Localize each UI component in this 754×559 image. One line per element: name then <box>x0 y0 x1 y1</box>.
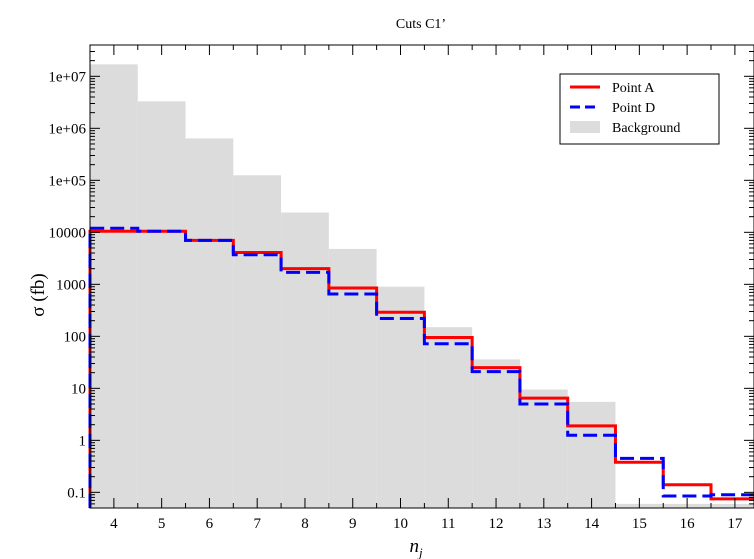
x-axis-label-main: n <box>409 536 419 557</box>
y-axis-label: σ (fb) <box>28 273 49 316</box>
x-tick-label: 17 <box>727 516 743 532</box>
legend: Point A Point D Background <box>559 73 720 145</box>
x-tick-label: 7 <box>253 516 261 532</box>
background-bar-4 <box>281 212 329 509</box>
x-tick-label: 9 <box>349 516 357 532</box>
legend-label-point-d: Point D <box>612 101 655 116</box>
axis-ticks <box>89 44 754 509</box>
y-tick-label: 10000 <box>49 225 87 241</box>
background-bar-7 <box>424 327 473 508</box>
y-tick-label: 1e+06 <box>48 121 86 137</box>
x-tick-label: 5 <box>158 516 166 532</box>
y-tick-label: 1 <box>79 433 87 449</box>
x-tick-label: 14 <box>584 516 600 532</box>
background-bar-0 <box>90 64 138 509</box>
x-tick-label: 10 <box>393 516 408 532</box>
tick-labels: 4 5 6 7 8 9 10 11 12 13 14 15 16 17 0.1 1 10 100 1000 10000… <box>48 69 743 532</box>
chart-title: Cuts C1’ <box>396 17 446 32</box>
x-tick-label: 16 <box>680 516 696 532</box>
background-bars <box>90 64 754 509</box>
background-bar-1 <box>137 101 186 508</box>
series-line-point-d <box>88 226 754 508</box>
x-axis-label-sub: j <box>417 545 423 559</box>
x-tick-label: 8 <box>301 516 309 532</box>
y-tick-label: 1e+05 <box>48 173 86 189</box>
background-bar-8 <box>472 359 520 508</box>
x-tick-label: 13 <box>536 516 551 532</box>
x-tick-label: 11 <box>441 516 455 532</box>
y-tick-label: 100 <box>64 329 87 345</box>
x-tick-label: 15 <box>632 516 647 532</box>
background-bar-2 <box>185 138 234 509</box>
legend-label-point-a: Point A <box>612 81 655 96</box>
legend-swatch-background <box>570 121 600 133</box>
legend-label-background: Background <box>612 121 680 136</box>
y-tick-label: 10 <box>71 381 86 397</box>
background-bar-9 <box>519 389 568 508</box>
x-axis-label: nj <box>409 536 423 559</box>
plot-frame <box>89 44 754 509</box>
y-tick-label: 1e+07 <box>48 69 86 85</box>
background-bar-11 <box>615 503 754 508</box>
background-bar-3 <box>233 175 282 508</box>
x-tick-label: 12 <box>489 516 504 532</box>
background-bar-6 <box>376 286 425 508</box>
series-lines <box>88 226 754 508</box>
x-tick-label: 4 <box>110 516 118 532</box>
y-tick-label: 1000 <box>56 277 86 293</box>
background-bar-10 <box>567 401 616 508</box>
x-tick-label: 6 <box>206 516 214 532</box>
y-tick-label: 0.1 <box>67 485 86 501</box>
background-bar-5 <box>328 248 377 508</box>
